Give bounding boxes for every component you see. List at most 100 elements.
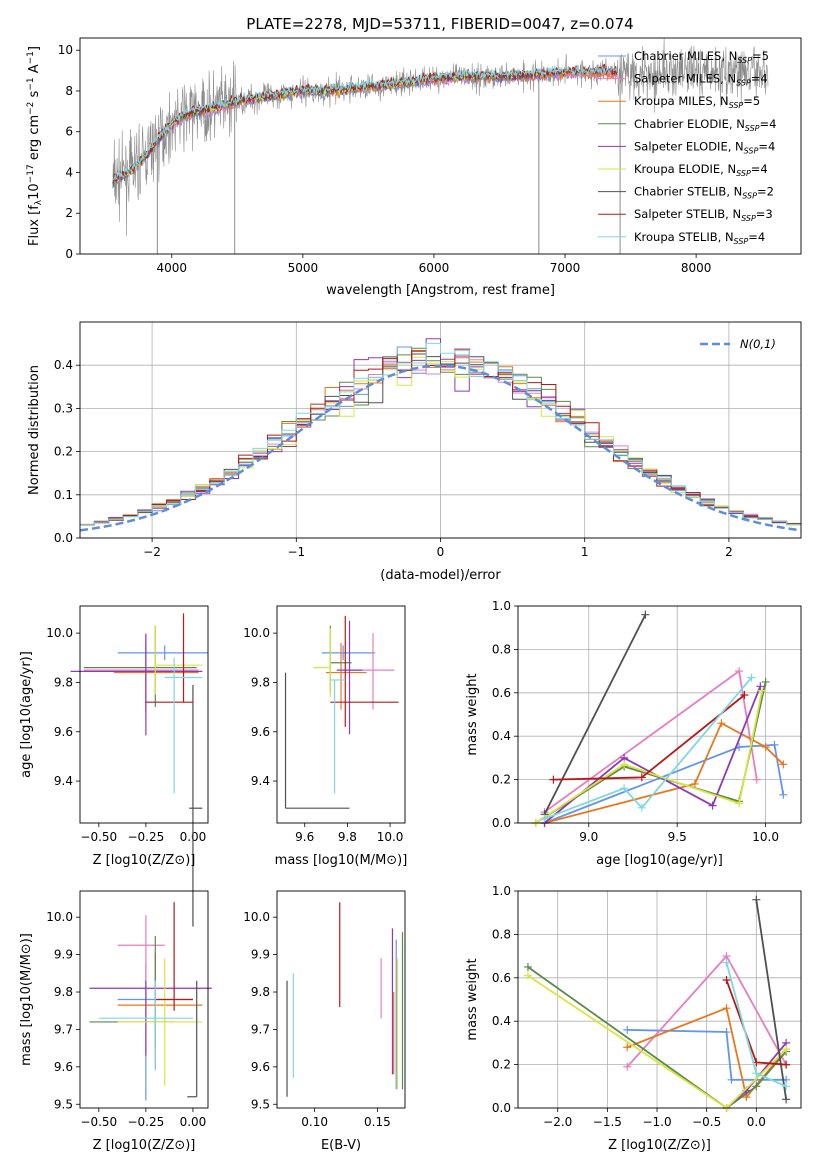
weight-point: [756, 682, 765, 691]
weight-point: [623, 1062, 632, 1071]
y-tick-label: 9.4: [54, 774, 73, 788]
y-tick-label: 9.8: [251, 675, 270, 689]
legend-label: Salpeter ELODIE, NSSP=4: [634, 139, 775, 155]
x-tick-label: 2: [725, 545, 733, 559]
y-tick-label: 9.6: [251, 725, 270, 739]
age-vs-mass-frame: [276, 605, 406, 824]
x-tick-label: 0.15: [364, 1115, 391, 1129]
y-tick-label: 9.6: [54, 725, 73, 739]
x-tick-label: −2.0: [543, 1115, 572, 1129]
y-tick-label: 0.2: [492, 1058, 511, 1072]
weight-point: [752, 775, 761, 784]
weight-line: [544, 677, 753, 820]
x-tick-label: −0.5: [692, 1115, 721, 1129]
weight-point: [782, 1082, 791, 1091]
weight-vs-Z-ylabel: mass weight: [465, 958, 480, 1040]
weight-point: [620, 760, 629, 769]
weight-line: [627, 1029, 787, 1081]
weight-line: [544, 743, 785, 824]
y-tick-label: 0.3: [54, 401, 73, 415]
mass-vs-Z-axes: −0.50 −0.25 0.00 9.5 9.6 9.7 9.8 9.9 10.0: [46, 910, 206, 1129]
y-tick-label: 0.8: [492, 927, 511, 941]
y-tick-label: 2: [65, 206, 73, 220]
weight-point: [523, 962, 532, 971]
weight-point: [722, 1028, 731, 1037]
y-tick-label: 6: [65, 125, 73, 139]
weight-point: [735, 799, 744, 808]
weight-point: [735, 667, 744, 676]
weight-point: [717, 719, 726, 728]
x-tick-label: −0.50: [80, 1115, 117, 1129]
weight-point: [770, 740, 779, 749]
x-tick-label: 8000: [681, 261, 712, 275]
weight-point: [637, 773, 646, 782]
spectrum-axes: 4000 5000 6000 7000 8000 0 2 4 6 8 10: [58, 43, 712, 275]
weight-vs-age-frame: [517, 605, 802, 824]
mass-vs-Z-errorbars: [89, 902, 212, 1101]
mass-vs-Z-xlabel: Z [log10(Z/Z⊙)]: [93, 1138, 196, 1153]
histogram-series: [80, 342, 801, 526]
x-tick-label: 0.00: [180, 1115, 207, 1129]
weight-vs-Z-frame: [517, 890, 802, 1109]
age-vs-mass-xlabel: mass [log10(M/M⊙)]: [275, 853, 408, 868]
residuals-axes: −2 −1 0 1 2 0.0 0.1 0.2 0.3 0.4: [54, 322, 801, 559]
weight-point: [722, 1004, 731, 1013]
y-tick-label: 0.0: [492, 816, 511, 830]
x-tick-label: 10.0: [377, 830, 404, 844]
model-fit-line: [112, 63, 618, 182]
weight-point: [782, 1045, 791, 1054]
weight-line: [535, 690, 763, 824]
legend-label: Kroupa ELODIE, NSSP=4: [634, 162, 768, 178]
x-tick-label: 9.5: [668, 830, 687, 844]
weight-point: [782, 1060, 791, 1069]
y-tick-label: 0.6: [492, 686, 511, 700]
x-tick-label: 6000: [419, 261, 450, 275]
weight-vs-age-axes: 9.0 9.5 10.0 0.0 0.2 0.4 0.6 0.8 1.0: [492, 599, 801, 844]
y-tick-label: 0.8: [492, 642, 511, 656]
weight-point: [708, 801, 717, 810]
y-tick-label: 9.8: [54, 985, 73, 999]
legend-label: Salpeter MILES, NSSP=4: [634, 72, 768, 88]
x-tick-label: −0.25: [127, 1115, 164, 1129]
y-tick-label: 10.0: [46, 626, 73, 640]
y-tick-label: 9.5: [251, 1097, 270, 1111]
y-tick-label: 0.0: [54, 531, 73, 545]
y-tick-label: 0.4: [492, 1014, 511, 1028]
y-tick-label: 8: [65, 84, 73, 98]
x-tick-label: 0.0: [747, 1115, 766, 1129]
spectrum-legend: Chabrier MILES, NSSP=5 Salpeter MILES, NS…: [598, 49, 776, 246]
mass-vs-Z-ylabel: mass [log10(M/M⊙)]: [19, 933, 34, 1066]
y-tick-label: 9.9: [251, 948, 270, 962]
weight-point: [690, 779, 699, 788]
y-tick-label: 9.6: [251, 1060, 270, 1074]
weight-point: [722, 958, 731, 967]
y-tick-label: 0.4: [492, 729, 511, 743]
legend-label: Chabrier STELIB, NSSP=2: [634, 185, 774, 201]
y-tick-label: 9.9: [54, 948, 73, 962]
y-tick-label: 0.2: [492, 773, 511, 787]
weight-vs-age-xlabel: age [log10(age/yr)]: [596, 853, 723, 868]
x-tick-label: 9.6: [295, 830, 314, 844]
weight-point: [549, 775, 558, 784]
weight-vs-age-ylabel: mass weight: [465, 673, 480, 755]
y-tick-label: 9.8: [251, 985, 270, 999]
x-tick-label: 9.8: [338, 830, 357, 844]
weight-point: [761, 743, 770, 752]
figure-title: PLATE=2278, MJD=53711, FIBERID=0047, z=0…: [246, 15, 633, 33]
weight-point: [637, 803, 646, 812]
spectrum-frame: [79, 37, 802, 255]
legend-label: Kroupa STELIB, NSSP=4: [634, 230, 765, 246]
weight-point: [779, 790, 788, 799]
age-vs-mass-errorbars: [284, 615, 399, 809]
weight-point: [761, 677, 770, 686]
y-tick-label: 1.0: [492, 599, 511, 613]
legend-label: Salpeter STELIB, NSSP=3: [634, 207, 773, 223]
x-tick-label: −0.25: [127, 830, 164, 844]
x-tick-label: 10.0: [752, 830, 779, 844]
legend-label: Chabrier MILES, NSSP=5: [634, 49, 769, 65]
weight-point: [740, 690, 749, 699]
weight-point: [641, 610, 650, 619]
weight-point: [623, 1043, 632, 1052]
weight-point: [523, 971, 532, 980]
